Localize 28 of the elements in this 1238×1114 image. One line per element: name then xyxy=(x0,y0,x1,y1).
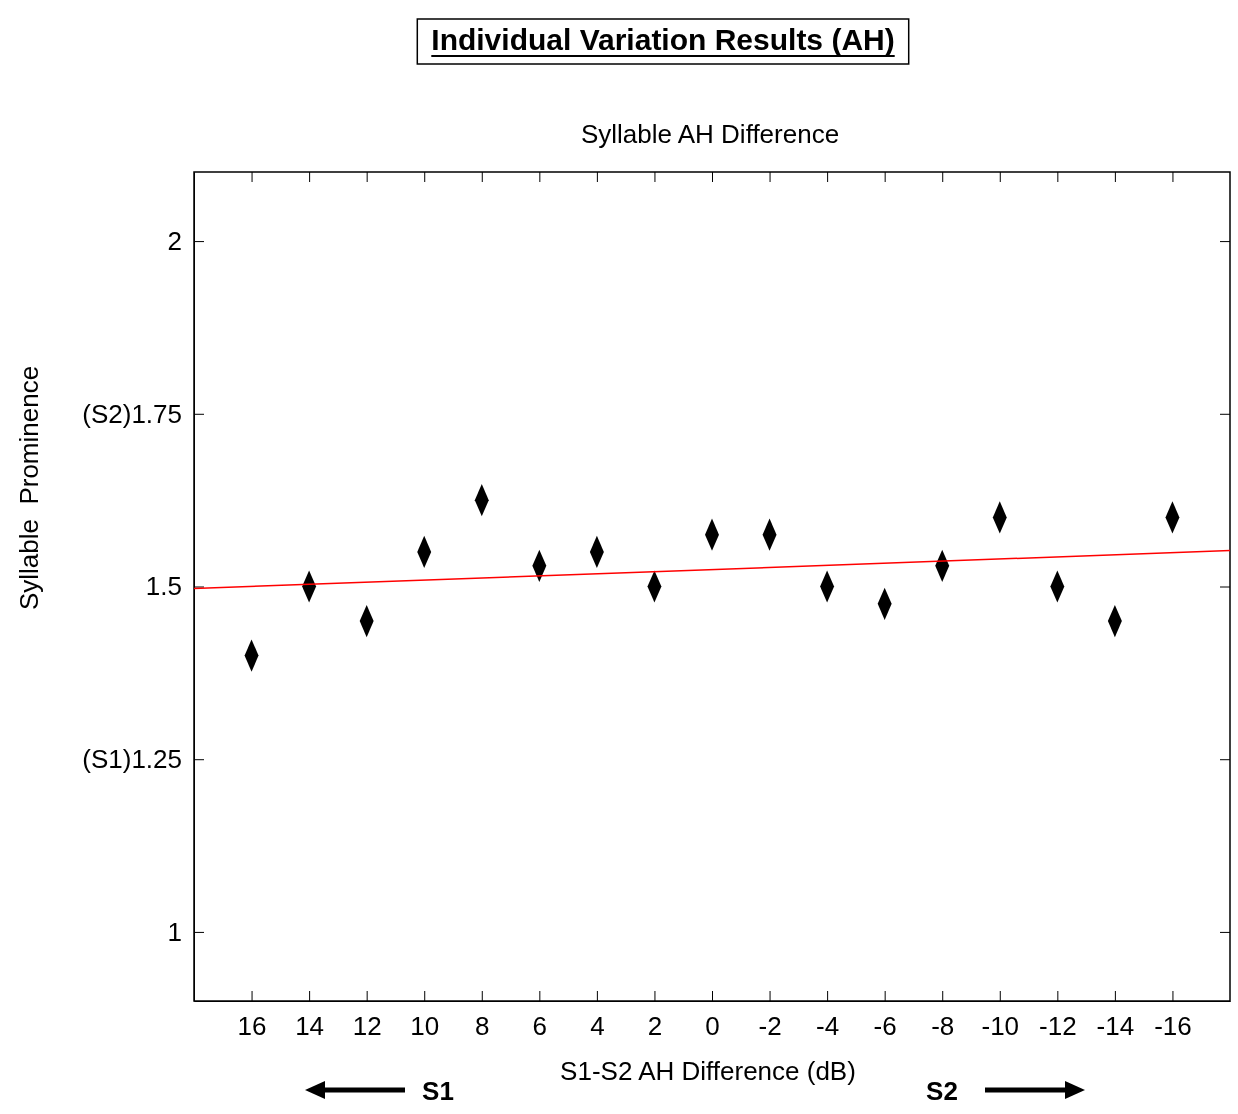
text: S1 xyxy=(422,1076,454,1106)
x-tick-label: -4 xyxy=(816,1011,840,1042)
x-tick-label: 14 xyxy=(295,1011,325,1042)
x-tick-label: 12 xyxy=(352,1011,382,1042)
x-tick-label: 8 xyxy=(475,1011,490,1042)
y-tick-label: 2 xyxy=(167,225,182,256)
x-tick-label: 2 xyxy=(647,1011,663,1042)
x-tick-label: 6 xyxy=(532,1011,548,1042)
x-tick-label: 0 xyxy=(705,1011,720,1042)
x-axis-title: S1-S2 AH Difference (dB) xyxy=(560,1056,856,1086)
x-tick-label: -10 xyxy=(981,1011,1020,1042)
x-tick-label: 4 xyxy=(590,1011,605,1042)
y-tick-label: 1 xyxy=(167,916,182,947)
x-tick-label: 16 xyxy=(237,1011,267,1042)
text: S2 xyxy=(926,1076,958,1106)
x-tick-label: -16 xyxy=(1154,1011,1192,1042)
x-tick-label: -8 xyxy=(931,1011,955,1042)
x-tick-label: -6 xyxy=(873,1011,897,1042)
y-tick-label: (S2)1.75 xyxy=(82,398,182,429)
x-tick-label: -14 xyxy=(1096,1011,1135,1042)
chart-title: Individual Variation Results (AH) xyxy=(431,23,895,56)
x-tick-label: -12 xyxy=(1039,1011,1077,1042)
x-tick-label: -2 xyxy=(758,1011,782,1042)
y-tick-label: (S1)1.25 xyxy=(82,744,182,775)
y-tick-label: 1.5 xyxy=(145,571,182,602)
y-axis-title: Syllable Prominence xyxy=(14,365,44,611)
x-tick-label: 10 xyxy=(410,1011,440,1042)
chart-subtitle: Syllable AH Difference xyxy=(580,119,840,149)
